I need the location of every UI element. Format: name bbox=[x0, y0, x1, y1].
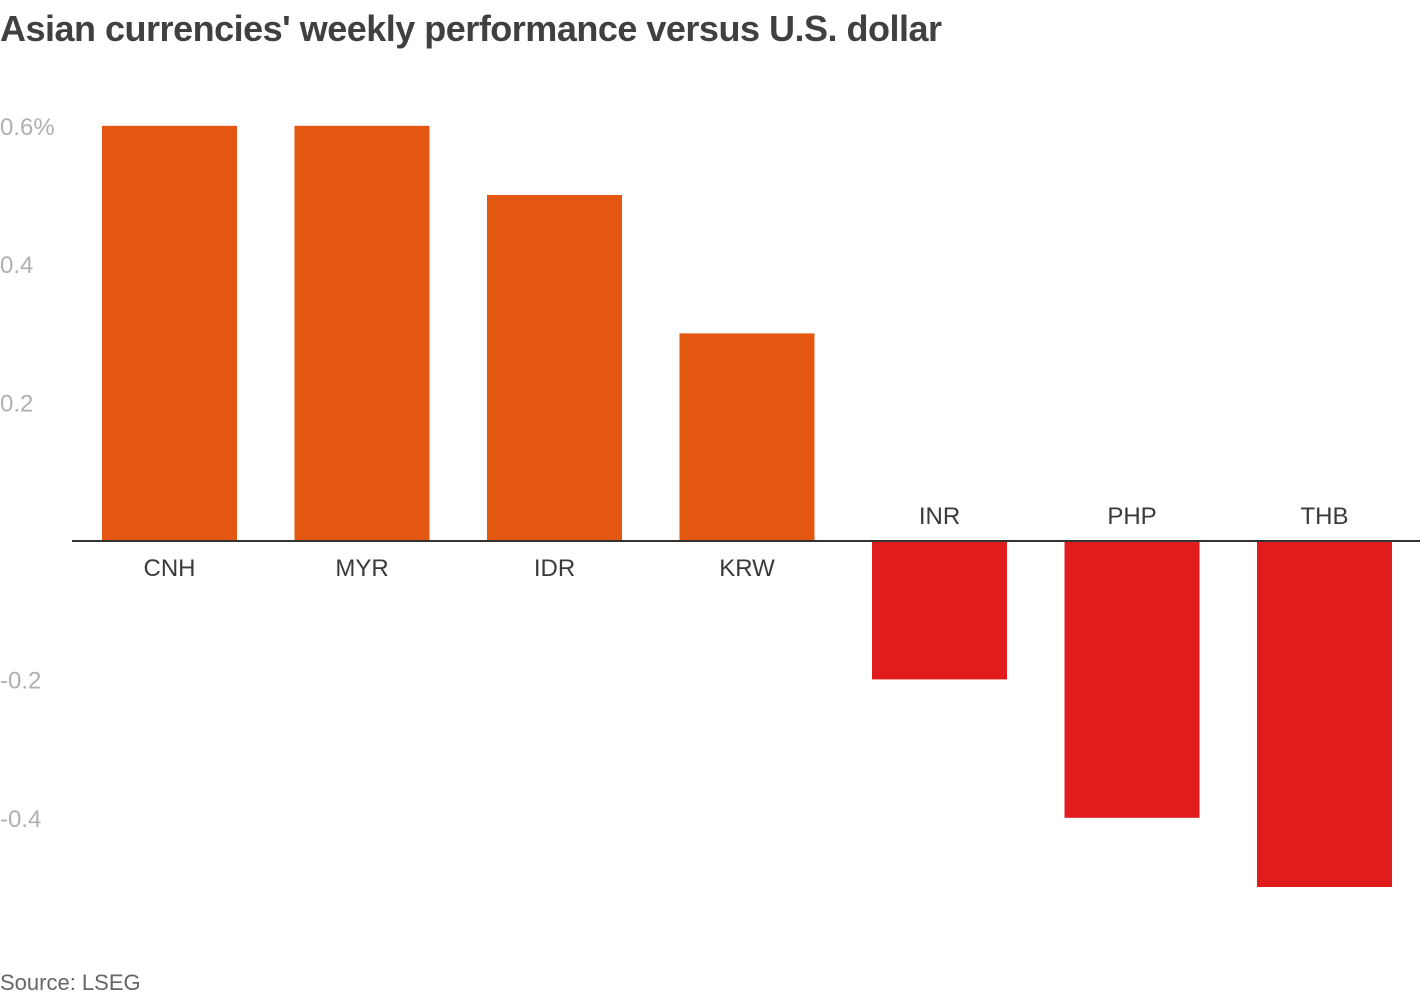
category-label-inr: INR bbox=[919, 503, 960, 530]
y-tick-label: -0.4 bbox=[0, 806, 41, 833]
bars bbox=[102, 125, 1392, 887]
bar-cnh bbox=[102, 125, 237, 542]
y-tick-label: 0.6% bbox=[0, 114, 55, 141]
bar-php bbox=[1064, 541, 1200, 818]
category-label-php: PHP bbox=[1107, 503, 1156, 530]
y-tick-label: 0.4 bbox=[0, 252, 33, 279]
y-tick-label: -0.2 bbox=[0, 667, 41, 694]
y-tick-label: 0.2 bbox=[0, 391, 33, 418]
category-label-cnh: CNH bbox=[144, 555, 196, 582]
bar-krw bbox=[679, 333, 815, 541]
category-labels: CNH MYR IDR KRW INR PHP THB bbox=[144, 503, 1349, 582]
category-label-myr: MYR bbox=[335, 555, 388, 582]
category-label-thb: THB bbox=[1301, 503, 1349, 530]
bar-idr bbox=[487, 195, 622, 541]
y-axis-ticks: 0.6% 0.4 0.2 -0.2 -0.4 bbox=[0, 114, 55, 833]
category-label-idr: IDR bbox=[534, 555, 575, 582]
bar-thb bbox=[1257, 541, 1392, 887]
category-label-krw: KRW bbox=[719, 555, 775, 582]
bar-chart: 0.6% 0.4 0.2 -0.2 -0.4 CNH MYR IDR KRW INR PHP THB bbox=[0, 114, 1420, 887]
source-note: Source: LSEG bbox=[0, 970, 141, 995]
bar-myr bbox=[294, 125, 430, 542]
bar-inr bbox=[872, 541, 1007, 680]
chart-title: Asian currencies' weekly performance ver… bbox=[0, 8, 942, 49]
